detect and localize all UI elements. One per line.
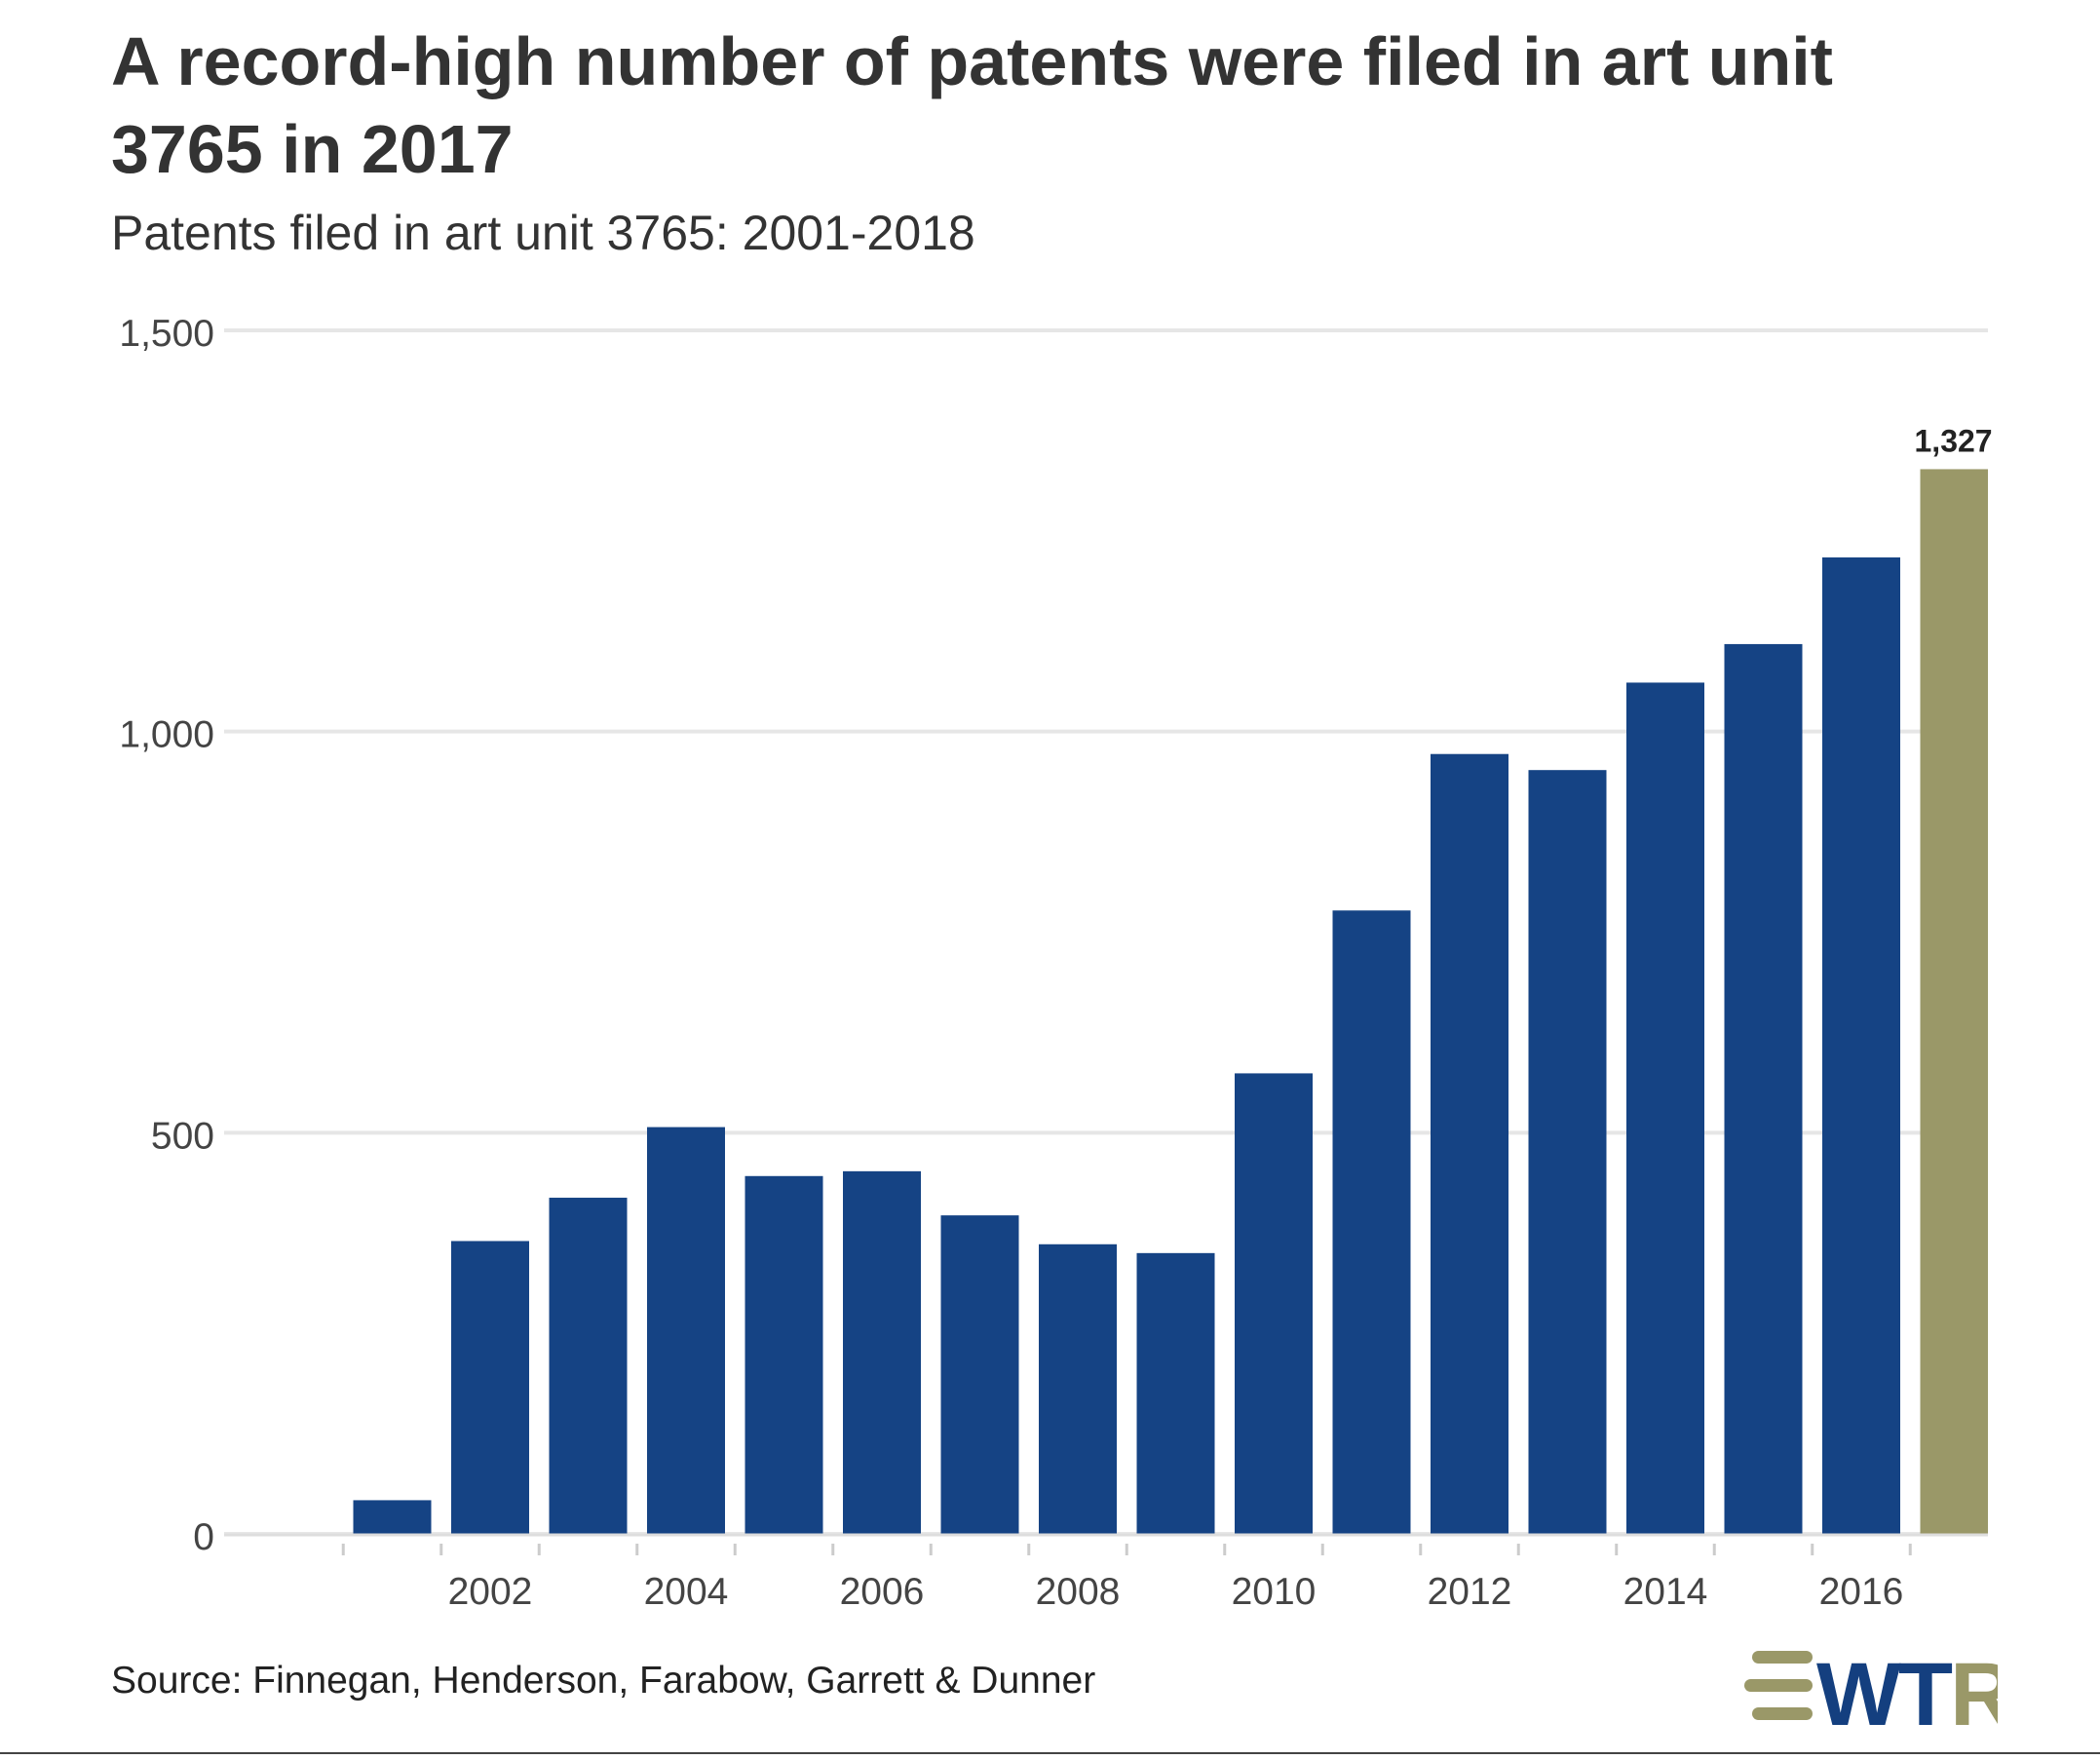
bottom-border xyxy=(0,1752,2100,1754)
logo-letter-t: T xyxy=(1898,1645,1953,1733)
logo-text: WTR xyxy=(1816,1645,1998,1733)
logo-letter-w: W xyxy=(1816,1645,1901,1733)
data-label-2017: 1,327 xyxy=(1915,423,1993,458)
y-tick-label: 500 xyxy=(151,1115,214,1157)
bar-2008 xyxy=(1039,1243,1117,1534)
y-tick-label: 1,000 xyxy=(119,714,214,756)
y-tick-label: 1,500 xyxy=(119,313,214,355)
x-tick-label: 2002 xyxy=(448,1571,533,1613)
source-note: Source: Finnegan, Henderson, Farabow, Ga… xyxy=(111,1660,1096,1702)
x-tick-label: 2010 xyxy=(1232,1571,1317,1613)
bar-2002 xyxy=(451,1241,529,1534)
bar-2005 xyxy=(745,1175,823,1534)
bar-2009 xyxy=(1136,1252,1215,1534)
x-tick-label: 2016 xyxy=(1819,1571,1904,1613)
bar-2012 xyxy=(1431,753,1508,1534)
bar-2001 xyxy=(353,1500,432,1534)
x-axis: 2002 2004 2006 2008 2010 2012 2014 2016 xyxy=(224,1533,1988,1613)
logo-letter-r: R xyxy=(1950,1645,1998,1733)
x-tick-label: 2004 xyxy=(644,1571,729,1613)
bar-2014 xyxy=(1626,682,1704,1534)
bar-2003 xyxy=(549,1198,628,1534)
bar-2007 xyxy=(940,1215,1019,1534)
wtr-logo: WTR xyxy=(1744,1645,1998,1733)
chart-title: A record-high number of patents were fil… xyxy=(111,23,1833,187)
bar-2013 xyxy=(1528,770,1607,1534)
logo-stripes-icon xyxy=(1744,1651,1813,1720)
bar-2017 xyxy=(1920,469,1988,1535)
x-tick-label: 2012 xyxy=(1428,1571,1512,1613)
bar-2004 xyxy=(647,1127,725,1534)
y-tick-label: 0 xyxy=(193,1516,214,1558)
bar-2010 xyxy=(1235,1073,1313,1534)
x-tick-label: 2008 xyxy=(1036,1571,1121,1613)
bar-2015 xyxy=(1724,643,1803,1534)
bar-2016 xyxy=(1822,557,1900,1534)
data-labels: 1,327 xyxy=(1915,423,1993,458)
bars xyxy=(353,469,1988,1535)
chart-subtitle: Patents filed in art unit 3765: 2001-201… xyxy=(111,206,975,260)
bar-2006 xyxy=(843,1170,921,1534)
y-axis-tick-labels: 0 500 1,000 1,500 xyxy=(119,313,214,1558)
bar-2011 xyxy=(1332,910,1411,1534)
x-tick-label: 2006 xyxy=(840,1571,925,1613)
x-tick-label: 2014 xyxy=(1623,1571,1708,1613)
